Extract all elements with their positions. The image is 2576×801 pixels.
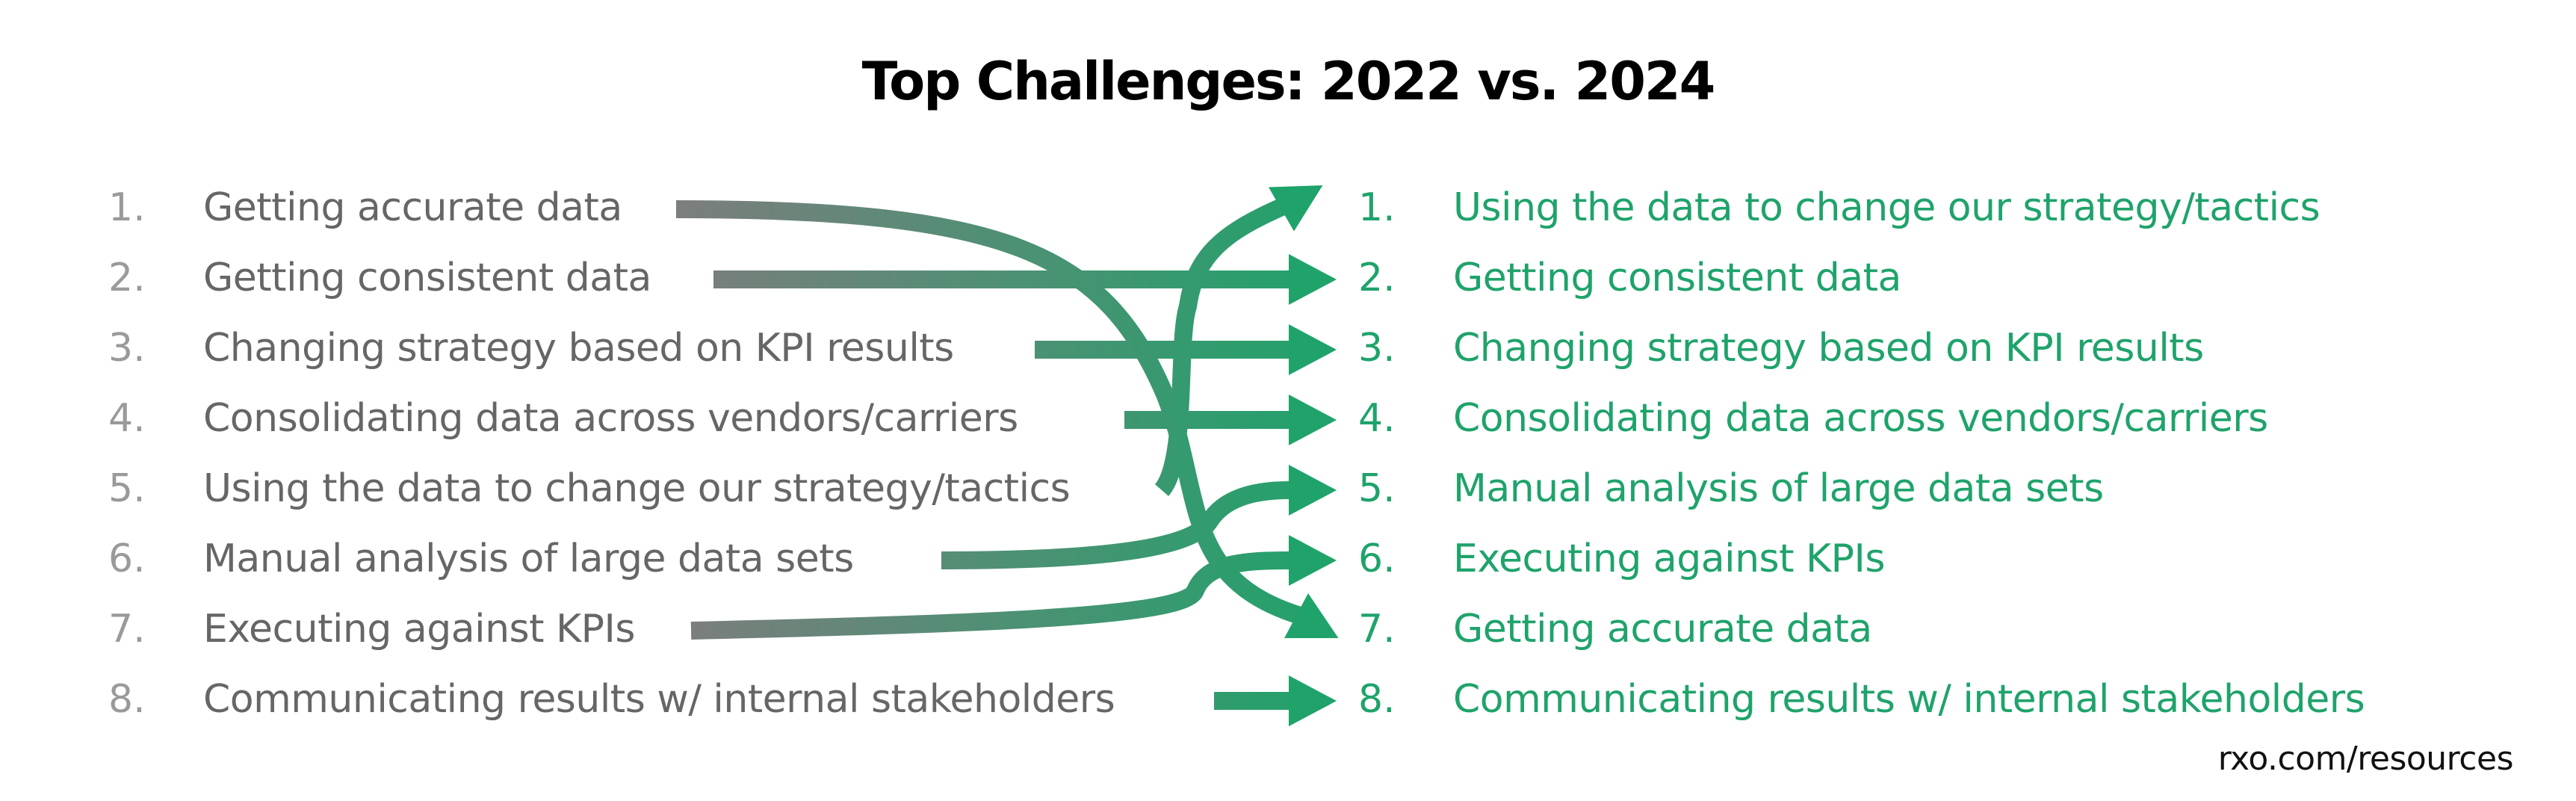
arrow-head-7-to-6	[1289, 535, 1337, 586]
arrow-head-8-to-8	[1289, 675, 1337, 726]
arrow-head-3-to-3	[1289, 324, 1337, 375]
rank-number: 5.	[108, 466, 146, 511]
rank-number: 8.	[108, 677, 146, 722]
rank-number: 4.	[108, 396, 146, 441]
challenge-label: Getting accurate data	[203, 185, 622, 230]
rank-number: 2.	[108, 256, 146, 300]
challenge-label: Changing strategy based on KPI results	[203, 326, 954, 371]
challenge-label: Getting consistent data	[203, 256, 651, 300]
rank-number: 3.	[1358, 326, 1396, 371]
challenge-label: Consolidating data across vendors/carrie…	[203, 396, 1018, 441]
challenge-label: Executing against KPIs	[1453, 536, 1885, 581]
arrow-head-2-to-2	[1289, 254, 1337, 305]
arrow-head-6-to-5	[1289, 465, 1337, 516]
arrow-head-4-to-4	[1289, 395, 1337, 445]
rank-number: 1.	[1358, 185, 1396, 230]
rank-number: 6.	[108, 536, 146, 581]
challenge-label: Using the data to change our strategy/ta…	[203, 466, 1071, 511]
rank-number: 8.	[1358, 677, 1396, 722]
rank-number: 3.	[108, 326, 146, 371]
challenge-label: Manual analysis of large data sets	[1453, 466, 2104, 511]
rank-arrow-5-to-1	[1154, 197, 1289, 496]
challenge-label: Getting accurate data	[1453, 607, 1872, 652]
rank-number: 1.	[108, 185, 146, 230]
challenge-label: Communicating results w/ internal stakeh…	[203, 677, 1115, 722]
rank-number: 6.	[1358, 536, 1396, 581]
challenge-label: Using the data to change our strategy/ta…	[1453, 185, 2320, 230]
source-link: rxo.com/resources	[2217, 740, 2514, 778]
chart-title: Top Challenges: 2022 vs. 2024	[861, 51, 1716, 112]
challenge-label: Consolidating data across vendors/carrie…	[1453, 396, 2268, 441]
rank-number: 4.	[1358, 396, 1396, 441]
rank-arrow-7-to-6	[690, 551, 1289, 640]
challenge-label: Manual analysis of large data sets	[203, 536, 854, 581]
rank-arrow-6-to-5	[941, 481, 1289, 569]
challenge-label: Communicating results w/ internal stakeh…	[1453, 677, 2365, 722]
rank-number: 7.	[1358, 607, 1396, 652]
rank-number: 5.	[1358, 466, 1396, 511]
rank-number: 7.	[108, 607, 146, 652]
challenge-label: Getting consistent data	[1453, 256, 1901, 300]
arrow-head-5-to-1	[1269, 185, 1323, 232]
arrow-head-1-to-7	[1284, 593, 1339, 639]
rank-number: 2.	[1358, 256, 1396, 300]
challenge-label: Changing strategy based on KPI results	[1453, 326, 2204, 371]
challenge-label: Executing against KPIs	[203, 607, 635, 652]
